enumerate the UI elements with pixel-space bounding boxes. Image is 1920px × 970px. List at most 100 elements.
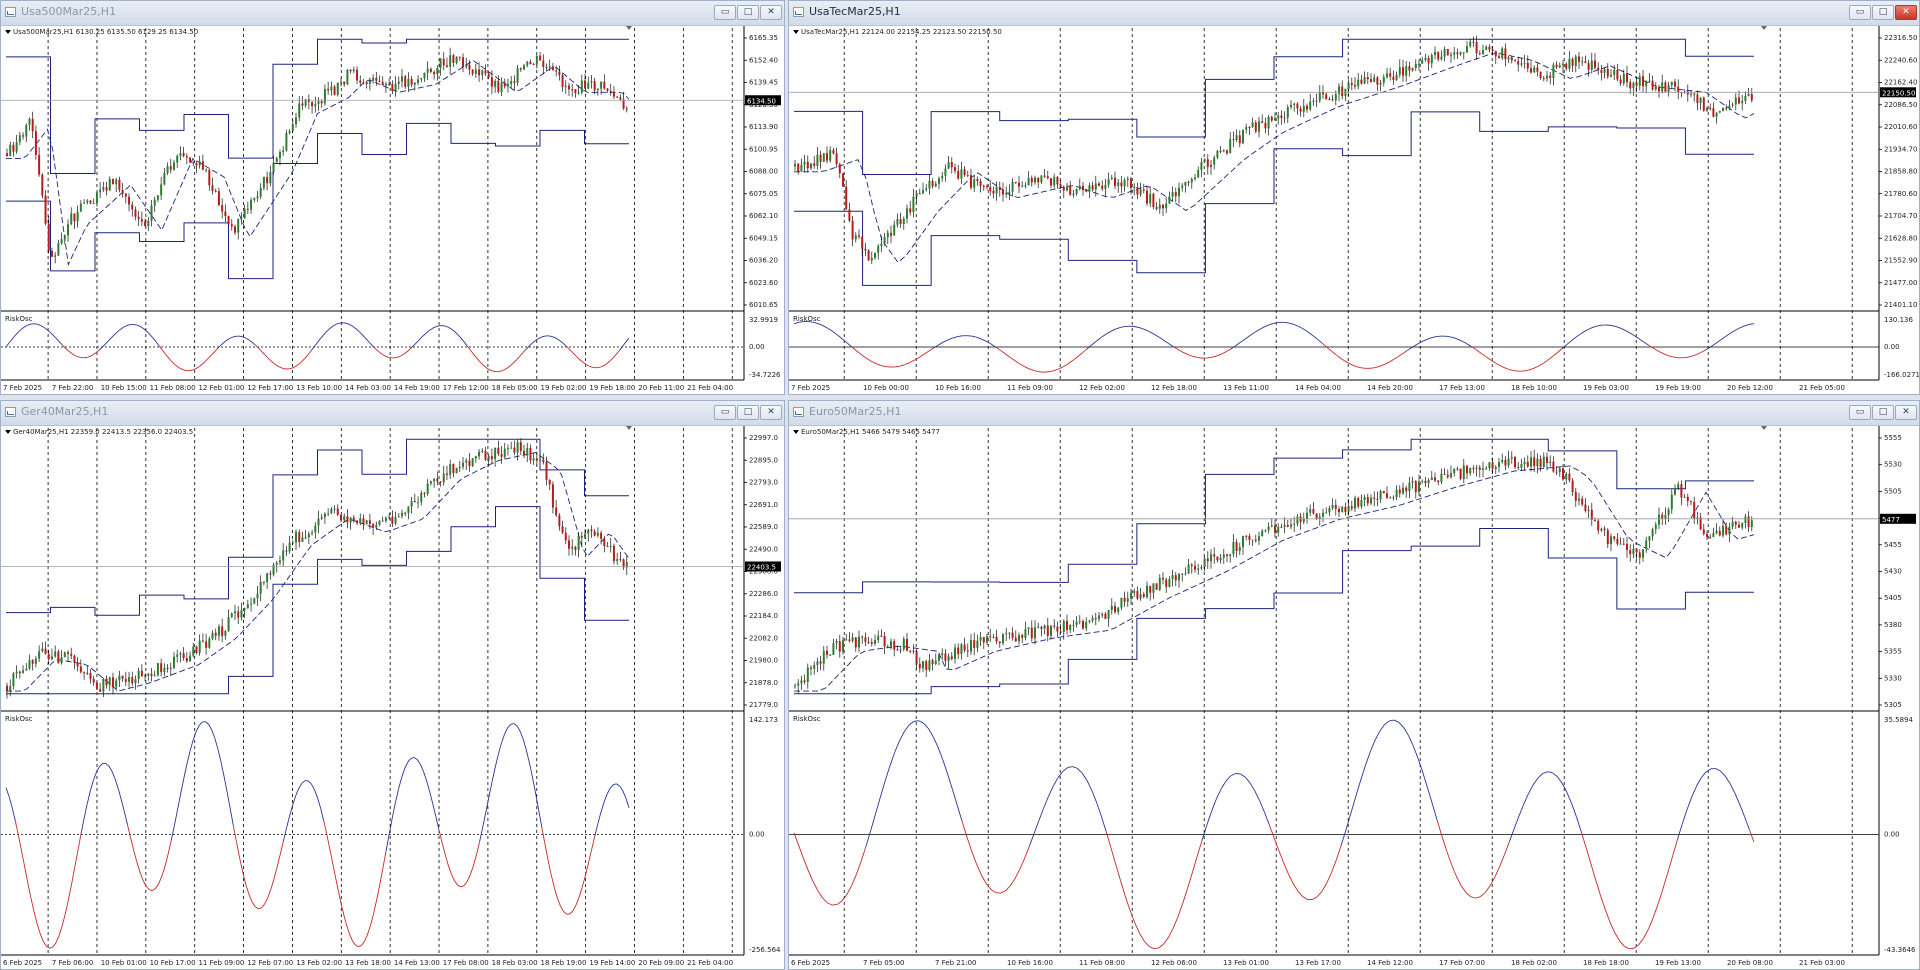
osc-segment: [173, 363, 178, 367]
osc-segment: [966, 836, 973, 851]
osc-segment: [885, 366, 891, 368]
title-bar[interactable]: Usa500Mar25,H1 ▭ □ ✕: [1, 1, 784, 26]
osc-segment: [345, 921, 350, 932]
osc-segment: [532, 340, 536, 344]
minimize-button[interactable]: ▭: [714, 5, 736, 20]
chart-area[interactable]: 7 Feb 2025 10 Feb 00:00 10 Feb 16:00 11 Feb…: [789, 26, 1919, 394]
osc-segment: [985, 340, 992, 345]
candle: [1411, 67, 1414, 72]
minimize-button[interactable]: ▭: [1849, 405, 1871, 420]
osc-segment: [454, 880, 459, 886]
title-bar[interactable]: Euro50Mar25,H1 ▭ □ ✕: [789, 401, 1919, 426]
price-axis-label: 5530: [1884, 461, 1902, 469]
candle: [1626, 65, 1628, 88]
collapse-arrow-icon[interactable]: [5, 30, 11, 34]
candle: [484, 64, 487, 76]
minimize-button[interactable]: ▭: [714, 405, 736, 420]
close-button[interactable]: ✕: [760, 5, 782, 20]
candle: [625, 106, 628, 113]
candle: [1053, 619, 1056, 630]
osc-segment: [1580, 831, 1587, 848]
osc-segment: [1595, 879, 1601, 896]
candle: [506, 444, 509, 456]
candle: [877, 630, 880, 644]
candle: [1619, 74, 1622, 86]
osc-axis-label: -43.3646: [1884, 946, 1916, 954]
chart-shift-icon[interactable]: [1761, 426, 1767, 430]
collapse-arrow-icon[interactable]: [5, 430, 11, 434]
candle: [1574, 54, 1577, 73]
candle: [439, 481, 442, 487]
osc-segment: [336, 322, 340, 325]
osc-segment: [295, 788, 300, 797]
chart-window-ger40[interactable]: Ger40Mar25,H1 ▭ □ ✕ 6 Feb 2025 7 Feb 06:0…: [0, 400, 785, 970]
osc-segment: [80, 819, 85, 836]
candle: [571, 539, 574, 556]
osc-segment: [52, 334, 57, 339]
close-button[interactable]: ✕: [1895, 5, 1917, 20]
osc-segment: [161, 866, 166, 877]
osc-segment: [27, 882, 32, 898]
osc-segment: [136, 861, 141, 873]
close-button[interactable]: ✕: [1895, 405, 1917, 420]
collapse-arrow-icon[interactable]: [793, 30, 799, 34]
close-button[interactable]: ✕: [760, 405, 782, 420]
candle: [1395, 485, 1398, 501]
osc-segment: [279, 841, 284, 855]
chart-window-euro50[interactable]: Euro50Mar25,H1 ▭ □ ✕ 6 Feb 2025 7 Feb 05:…: [788, 400, 1920, 970]
chart-window-usatec[interactable]: UsaTecMar25,H1 ▭ □ ✕ 7 Feb 2025 10 Feb 00…: [788, 0, 1920, 395]
osc-segment: [1043, 796, 1049, 809]
osc-segment: [376, 884, 381, 900]
chart-area[interactable]: 6 Feb 2025 7 Feb 05:00 7 Feb 21:00 10 Feb 1…: [789, 426, 1919, 969]
chart-area[interactable]: 6 Feb 2025 7 Feb 06:00 10 Feb 01:00 10 Feb …: [1, 426, 784, 969]
candle: [1597, 62, 1600, 75]
osc-segment: [1316, 338, 1323, 344]
osc-segment: [1729, 783, 1736, 794]
collapse-arrow-icon[interactable]: [793, 430, 799, 434]
candle: [1638, 549, 1641, 565]
candle: [1222, 149, 1225, 153]
osc-segment: [310, 783, 315, 790]
candle: [1488, 44, 1491, 53]
candle: [131, 201, 134, 217]
osc-segment: [251, 901, 256, 907]
candle: [803, 674, 806, 685]
candle: [1642, 548, 1644, 562]
candle: [1085, 617, 1088, 632]
candle: [1450, 465, 1452, 479]
time-axis-label: 13 Feb 18:00: [345, 959, 391, 967]
maximize-button[interactable]: □: [737, 405, 759, 420]
title-bar[interactable]: Ger40Mar25,H1 ▭ □ ✕: [1, 401, 784, 426]
osc-segment: [1158, 336, 1164, 341]
candle: [1587, 59, 1590, 77]
indicator-name: RiskOsc: [5, 315, 33, 323]
candle: [1210, 549, 1212, 569]
chart-area[interactable]: 7 Feb 2025 7 Feb 22:00 10 Feb 15:00 11 Feb …: [1, 26, 784, 394]
candle: [1005, 627, 1008, 641]
osc-segment: [211, 351, 216, 356]
osc-segment: [36, 923, 41, 935]
osc-segment: [1662, 873, 1669, 890]
chart-shift-icon[interactable]: [1761, 26, 1767, 30]
maximize-button[interactable]: □: [1872, 5, 1894, 20]
chart-shift-icon[interactable]: [626, 26, 632, 30]
time-axis-label: 11 Feb 09:00: [198, 959, 244, 967]
time-axis-label: 14 Feb 12:00: [1367, 959, 1413, 967]
minimize-button[interactable]: ▭: [1849, 5, 1871, 20]
title-bar[interactable]: UsaTecMar25,H1 ▭ □ ✕: [789, 1, 1919, 26]
osc-segment: [1398, 352, 1404, 357]
chart-window-usa500[interactable]: Usa500Mar25,H1 ▭ □ ✕ 7 Feb 2025 7 Feb 22:…: [0, 0, 785, 395]
candle: [1110, 174, 1113, 180]
candle: [246, 599, 249, 609]
osc-segment: [557, 338, 561, 342]
chart-shift-icon[interactable]: [626, 426, 632, 430]
osc-segment: [563, 343, 568, 347]
osc-axis-label: 0.00: [749, 831, 765, 839]
candle: [28, 654, 31, 671]
osc-segment: [1446, 851, 1453, 865]
maximize-button[interactable]: □: [737, 5, 759, 20]
candle: [156, 662, 159, 677]
osc-segment: [285, 816, 290, 829]
maximize-button[interactable]: □: [1872, 405, 1894, 420]
candle: [1149, 585, 1152, 601]
